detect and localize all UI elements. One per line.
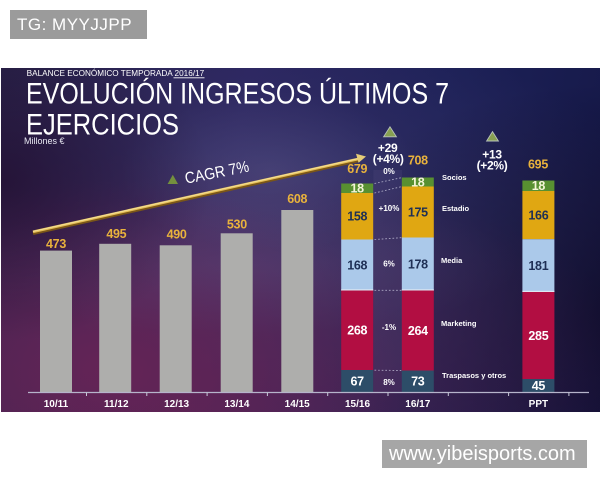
svg-text:168: 168 [347, 258, 367, 272]
svg-text:Traspasos y otros: Traspasos y otros [442, 371, 506, 380]
svg-text:67: 67 [351, 374, 365, 388]
svg-text:16/17: 16/17 [405, 399, 430, 410]
svg-text:PPT: PPT [529, 399, 548, 410]
svg-text:175: 175 [408, 205, 428, 219]
svg-text:45: 45 [532, 379, 546, 393]
svg-text:18: 18 [532, 179, 546, 193]
svg-text:181: 181 [528, 259, 548, 273]
svg-text:Socios: Socios [442, 173, 467, 182]
svg-text:679: 679 [347, 162, 367, 176]
svg-text:285: 285 [528, 329, 548, 343]
svg-text:EJERCICIOS: EJERCICIOS [26, 109, 179, 142]
svg-text:695: 695 [528, 158, 548, 172]
svg-text:15/16: 15/16 [345, 399, 370, 410]
svg-text:BALANCE ECONÓMICO TEMPORADA 20: BALANCE ECONÓMICO TEMPORADA 2016/17 [27, 69, 205, 78]
svg-text:0%: 0% [383, 167, 395, 176]
svg-text:268: 268 [347, 324, 367, 338]
svg-text:+10%: +10% [379, 204, 400, 213]
svg-text:708: 708 [408, 153, 428, 167]
svg-text:473: 473 [46, 237, 66, 251]
svg-text:495: 495 [106, 227, 126, 241]
svg-text:73: 73 [411, 375, 425, 389]
svg-text:18: 18 [411, 175, 425, 189]
svg-text:6%: 6% [383, 260, 395, 269]
svg-text:Media: Media [441, 256, 463, 265]
svg-text:264: 264 [408, 324, 428, 338]
svg-text:166: 166 [528, 209, 548, 223]
svg-text:CAGR 7%: CAGR 7% [184, 159, 251, 188]
svg-text:12/13: 12/13 [164, 399, 189, 410]
svg-text:8%: 8% [383, 378, 395, 387]
svg-text:(+4%): (+4%) [373, 152, 404, 166]
svg-text:Millones €: Millones € [24, 136, 65, 146]
svg-text:13/14: 13/14 [224, 399, 249, 410]
svg-text:18: 18 [351, 182, 365, 196]
svg-text:490: 490 [167, 228, 187, 242]
svg-text:158: 158 [347, 210, 367, 224]
svg-text:14/15: 14/15 [285, 399, 310, 410]
svg-text:Marketing: Marketing [441, 319, 477, 328]
svg-text:Estadio: Estadio [442, 204, 470, 213]
svg-text:+29: +29 [378, 141, 398, 155]
svg-text:+13: +13 [482, 148, 502, 162]
svg-text:530: 530 [227, 218, 247, 232]
svg-text:(+2%): (+2%) [477, 159, 508, 173]
svg-text:-1%: -1% [382, 323, 396, 332]
svg-text:10/11: 10/11 [44, 399, 69, 410]
svg-text:178: 178 [408, 257, 428, 271]
svg-text:EVOLUCIÓN INGRESOS ÚLTIMOS 7: EVOLUCIÓN INGRESOS ÚLTIMOS 7 [26, 78, 449, 111]
svg-text:608: 608 [287, 192, 307, 206]
svg-text:11/12: 11/12 [104, 399, 129, 410]
